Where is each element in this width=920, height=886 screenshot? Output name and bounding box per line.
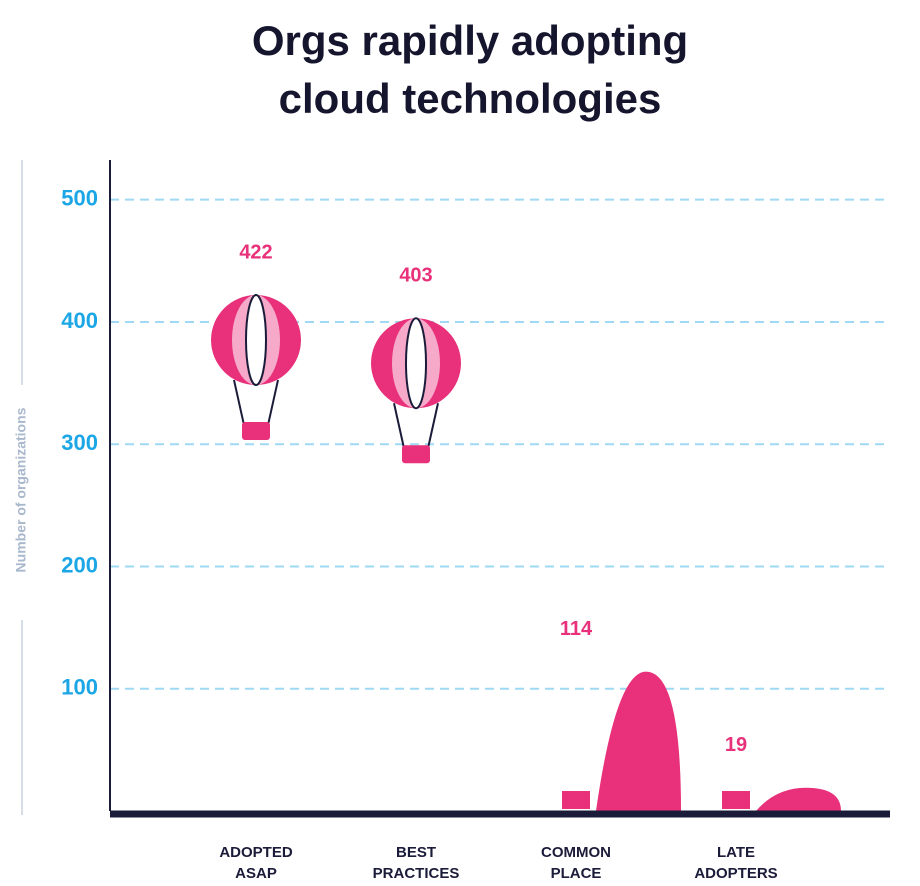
- balloon-stripe: [406, 318, 426, 408]
- y-tick-label: 500: [61, 185, 98, 210]
- value-label: 422: [239, 241, 272, 263]
- basket: [402, 445, 430, 463]
- x-tick-label: BEST PRACTICES: [361, 842, 471, 884]
- y-tick-label: 400: [61, 308, 98, 333]
- y-tick-label: 100: [61, 675, 98, 700]
- balloon: [211, 295, 301, 440]
- chart: Number of organizations 100 200 300 400 500 42…: [0, 0, 920, 886]
- balloon-stripe: [246, 295, 266, 385]
- balloon-envelope: [756, 788, 841, 811]
- rope: [268, 380, 278, 425]
- x-tick-label: LATE ADOPTERS: [681, 842, 791, 884]
- x-tick-label: ADOPTED ASAP: [201, 842, 311, 884]
- value-label: 403: [399, 265, 432, 287]
- balloon-envelope: [596, 672, 681, 811]
- y-tick-label: 300: [61, 430, 98, 455]
- rope: [394, 403, 404, 448]
- basket: [562, 791, 590, 809]
- x-tick-label: COMMON PLACE: [521, 842, 631, 884]
- rope: [428, 403, 438, 448]
- chart-title: Orgs rapidly adopting cloud technologies: [200, 12, 740, 128]
- balloon: [371, 318, 461, 463]
- y-tick-label: 200: [61, 552, 98, 577]
- basket: [242, 422, 270, 440]
- value-label: 114: [560, 618, 593, 640]
- deflated-balloon: [562, 672, 681, 811]
- rope: [234, 380, 244, 425]
- y-axis-label: Number of organizations: [13, 407, 29, 572]
- value-label: 19: [725, 734, 747, 756]
- deflated-balloon: [722, 788, 841, 811]
- basket: [722, 791, 750, 809]
- chart-page: Number of organizations 100 200 300 400 500 42…: [0, 0, 920, 886]
